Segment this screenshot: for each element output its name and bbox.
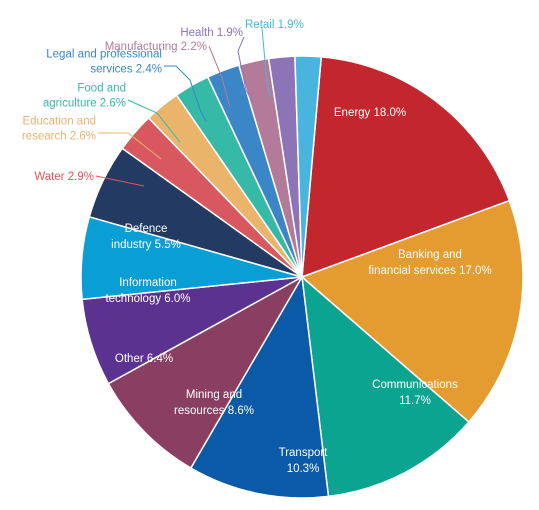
slice-label-line: 10.3% xyxy=(287,463,320,475)
slice-label-line: industry 5.5% xyxy=(111,239,181,251)
slice-label-2: Communications 11.7% xyxy=(372,379,458,407)
slice-label-4: Mining and resources 8.6% xyxy=(174,389,254,417)
slice-label-line: Legal and professional xyxy=(46,49,162,61)
leader-line-14 xyxy=(261,27,271,98)
slice-label-line: Other 6.4% xyxy=(115,353,173,365)
slice-label-line: Energy 18.0% xyxy=(334,107,406,119)
slice-label-line: financial services 17.0% xyxy=(368,265,491,277)
slice-label-line: Education and xyxy=(22,116,96,128)
slice-label-line: Water 2.9% xyxy=(34,171,94,183)
slice-label-14: Retail 1.9% xyxy=(245,19,304,31)
slice-label-line: Banking and xyxy=(398,249,462,261)
pie-slice-14 xyxy=(294,55,323,278)
slice-label-line: resources 8.6% xyxy=(174,405,254,417)
slice-label-10: Food and agriculture 2.6% xyxy=(43,83,126,110)
leader-line-8 xyxy=(95,175,145,187)
slice-label-line: 11.7% xyxy=(399,395,431,407)
pie-slice-0 xyxy=(301,56,511,279)
slice-label-6: Information technology 6.0% xyxy=(105,277,190,305)
slice-label-line: Retail 1.9% xyxy=(245,19,304,31)
pie-slice-3 xyxy=(189,274,330,499)
pie-slice-4 xyxy=(107,275,305,470)
slice-label-line: Food and xyxy=(77,83,126,95)
slice-label-line: services 2.4% xyxy=(90,64,162,76)
slice-label-5: Other 6.4% xyxy=(115,353,173,365)
slice-label-1: Banking and financial services 17.0% xyxy=(368,249,491,277)
leader-line-11 xyxy=(164,65,207,122)
slice-label-line: Manufacturing 2.2% xyxy=(105,41,207,53)
slice-label-7: Defence industry 5.5% xyxy=(111,223,181,251)
slice-label-line: Communications xyxy=(372,379,458,391)
slice-label-line: Transport xyxy=(279,447,329,459)
slice-label-13: Health 1.9% xyxy=(180,27,243,39)
slice-label-0: Energy 18.0% xyxy=(334,107,406,119)
leader-line-12 xyxy=(208,45,231,108)
slice-label-line: Information xyxy=(119,277,177,289)
slice-label-9: Education and research 2.6% xyxy=(22,116,96,143)
slice-label-12: Manufacturing 2.2% xyxy=(105,41,207,53)
slice-label-line: technology 6.0% xyxy=(105,293,190,305)
pie-slice-2 xyxy=(301,275,470,498)
slice-label-line: Health 1.9% xyxy=(180,27,243,39)
slice-label-11: Legal and professional services 2.4% xyxy=(46,49,162,76)
slice-label-line: agriculture 2.6% xyxy=(43,98,126,110)
slice-label-line: Defence xyxy=(125,223,168,235)
slice-label-line: Mining and xyxy=(186,389,242,401)
pie-slice-1 xyxy=(300,199,524,424)
leader-line-10 xyxy=(127,99,181,143)
slice-label-8: Water 2.9% xyxy=(34,171,94,183)
slice-label-3: Transport 10.3% xyxy=(279,447,329,475)
leader-line-13 xyxy=(237,36,254,104)
leader-line-9 xyxy=(98,132,162,160)
slice-label-line: research 2.6% xyxy=(22,131,96,143)
